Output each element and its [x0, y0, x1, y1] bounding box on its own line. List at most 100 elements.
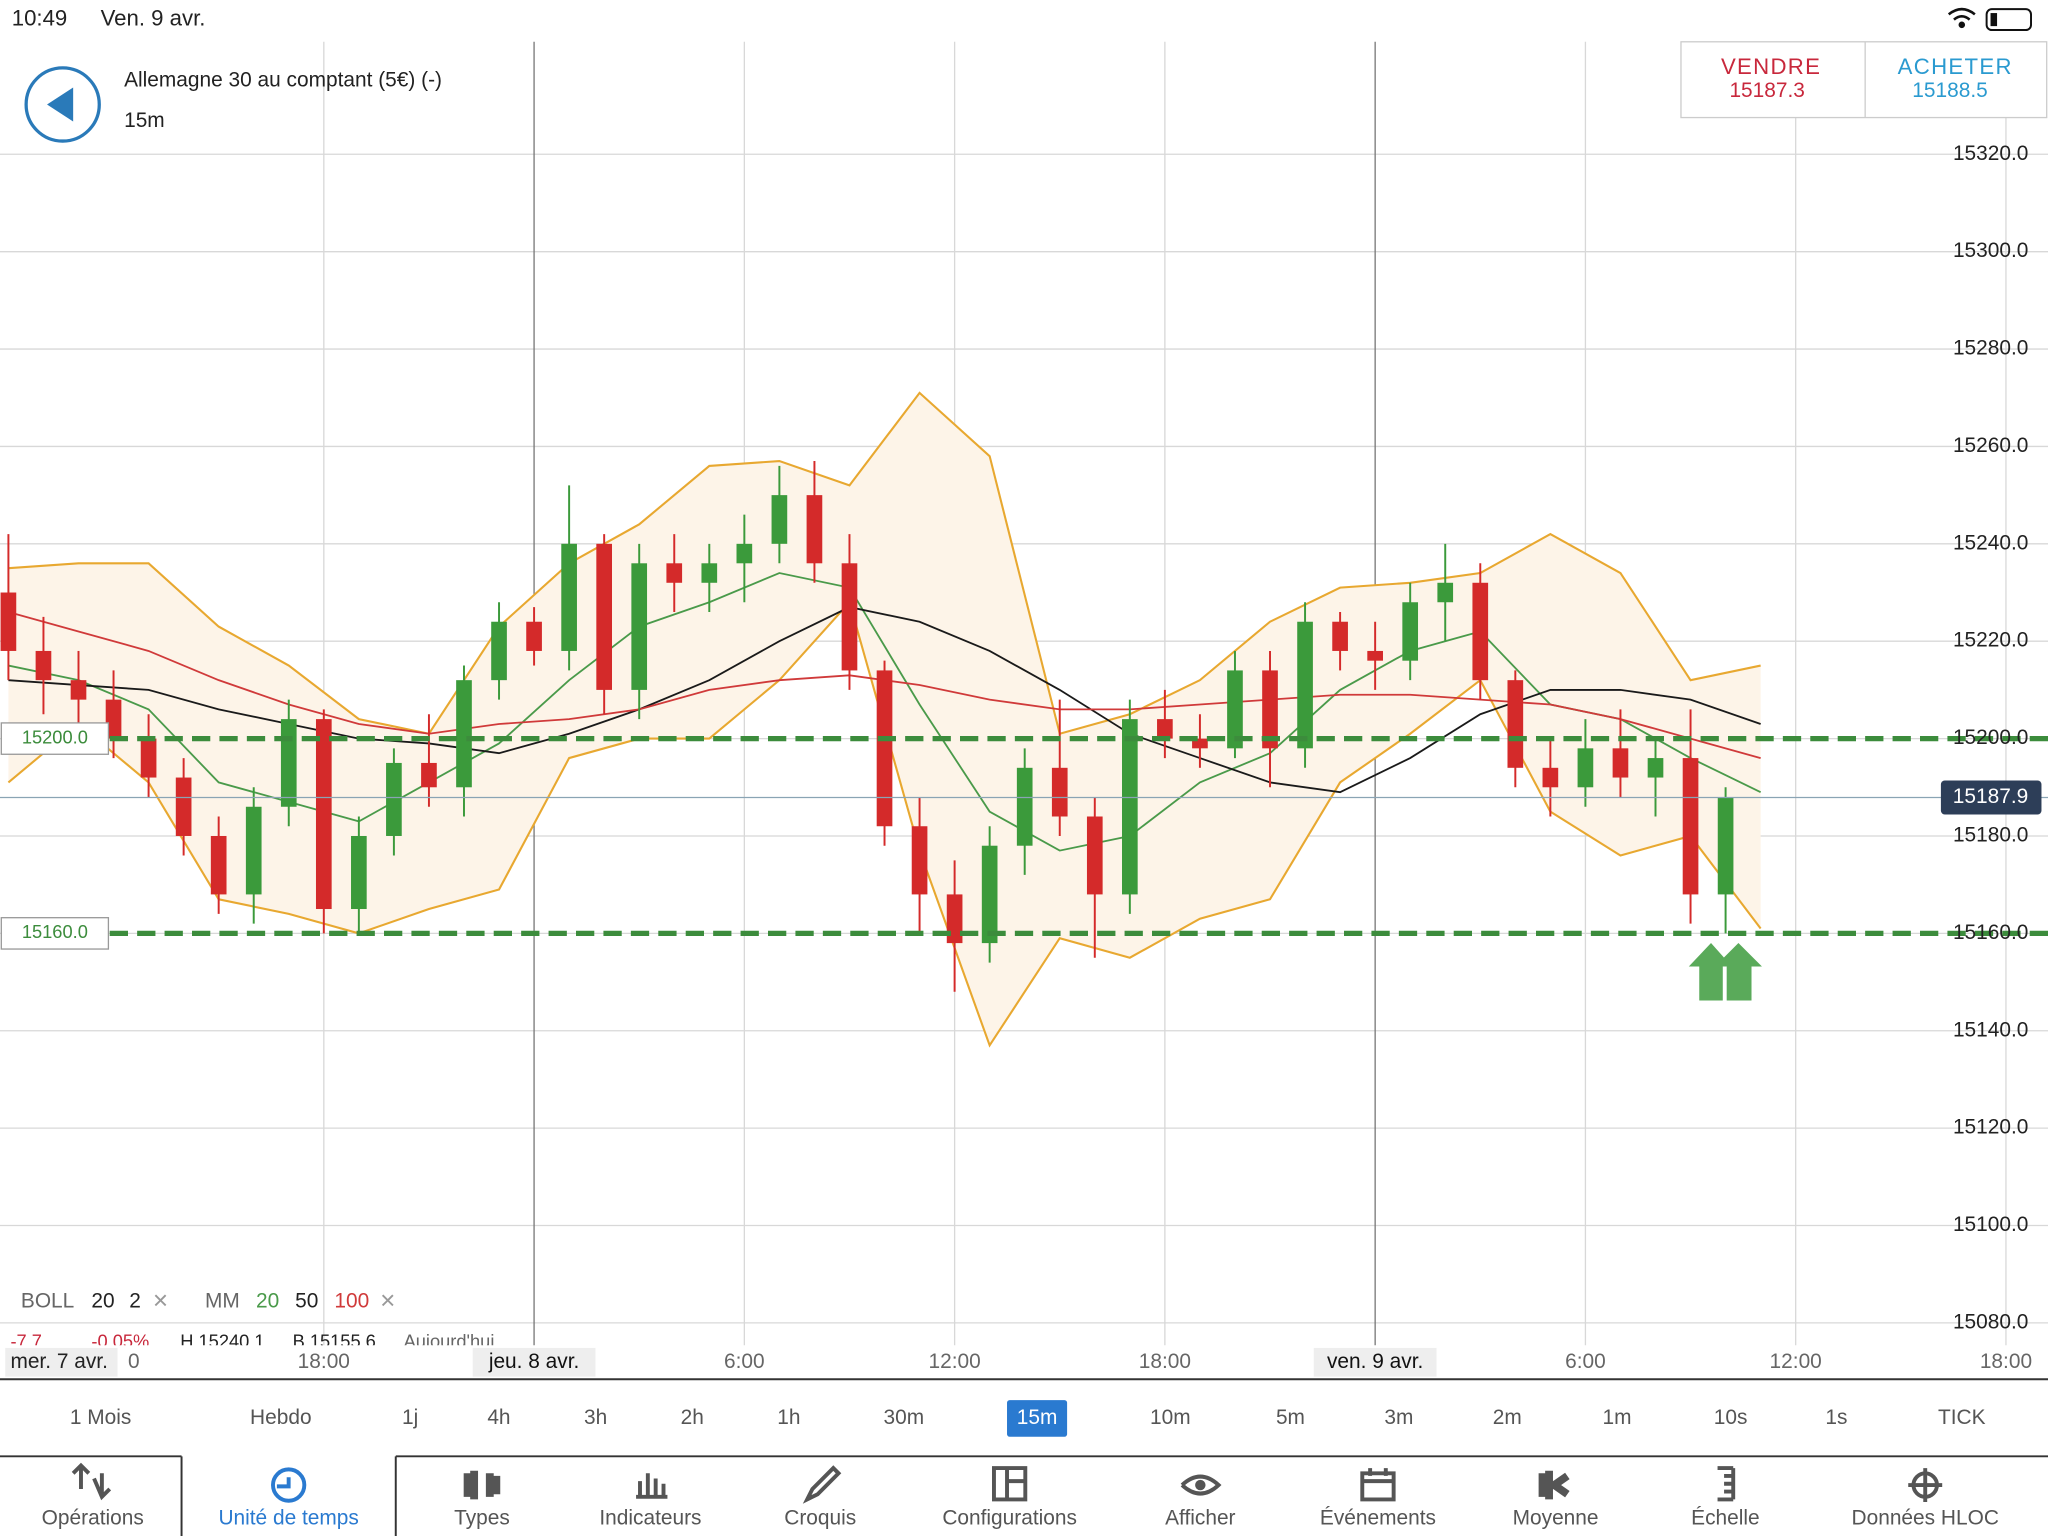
tab-label[interactable]: Croquis — [784, 1507, 856, 1530]
status-icons — [1947, 7, 2032, 32]
candle-body — [175, 777, 192, 836]
timeframe-option[interactable]: 10s — [1714, 1406, 1748, 1429]
indicator-legend: BOLL 20 2 × MM 20 50 100 × — [21, 1285, 395, 1315]
level-tag — [0, 917, 110, 950]
chart: 15200.0 15160.0 15080.0 15100.0 15120.0 15140… — [0, 41, 2048, 1346]
tab-label[interactable]: Configurations — [942, 1507, 1077, 1530]
y-tick-label: 15160.0 — [1953, 921, 2028, 944]
y-tick-label: 15280.0 — [1953, 337, 2028, 360]
candle-body — [1086, 816, 1103, 895]
timeframe-selected[interactable] — [1007, 1400, 1068, 1437]
level-tag — [0, 722, 110, 755]
timeframe-option[interactable]: 1j — [402, 1406, 418, 1429]
x-axis: 18:00 jeu. 8 avr. 6:00 12:00 18:00 ven. 9 avr… — [298, 1347, 2032, 1377]
stat-high: H 15240.1 — [180, 1331, 264, 1352]
moving-average — [8, 572, 1762, 852]
candle-body — [280, 719, 297, 807]
legend-mm-100: 100 — [334, 1290, 369, 1313]
tab-icon — [1195, 1479, 1206, 1491]
x-tick-label: 12:00 — [1770, 1350, 1822, 1373]
buy-price[interactable]: 15188.5 — [1912, 79, 1987, 102]
x-tick-label: 6:00 — [1565, 1350, 1606, 1373]
sell-label[interactable]: VENDRE — [1721, 54, 1821, 79]
level-label: 15160.0 — [22, 921, 88, 942]
trade-box — [1680, 41, 2048, 119]
legend-remove[interactable]: × — [153, 1285, 168, 1315]
tab-icon — [1717, 1466, 1736, 1502]
timeframe-option[interactable]: 1m — [1602, 1406, 1631, 1429]
timeframe-option[interactable]: 1h — [777, 1406, 800, 1429]
timeframe-label: 15m — [124, 109, 165, 132]
annotation-arrows — [1688, 943, 1762, 1001]
stats-row: -7.7 -0.05% H 15240.1 B 15155.6 Aujourd'… — [10, 1331, 494, 1352]
timeframe-option[interactable]: 30m — [884, 1406, 925, 1429]
tab-label[interactable]: Échelle — [1691, 1507, 1759, 1530]
legend-remove[interactable]: × — [380, 1285, 395, 1315]
back-button[interactable] — [24, 66, 101, 143]
x-tick-label: 18:00 — [1139, 1350, 1191, 1373]
stat-low: B 15155.6 — [293, 1331, 376, 1352]
timeframe-option[interactable]: 2h — [681, 1406, 704, 1429]
timeframe-option[interactable]: 5m — [1276, 1406, 1305, 1429]
buy-label[interactable]: ACHETER — [1898, 54, 2013, 79]
tab-icon — [276, 1477, 291, 1489]
y-tick-label: 15300.0 — [1953, 239, 2028, 262]
candle-body — [1297, 621, 1313, 749]
timeframe-option[interactable]: 4h — [487, 1406, 510, 1429]
legend-boll-period: 20 — [91, 1290, 114, 1313]
timeframe-option[interactable]: 10m — [1150, 1406, 1191, 1429]
tab-bar: Opérations Unité de temps Types Indicateurs… — [42, 1462, 1999, 1530]
candle-body — [526, 621, 542, 651]
candle-body — [315, 719, 332, 910]
candle-body — [421, 762, 437, 788]
buy-button[interactable]: ACHETER 15188.5 — [1898, 54, 2013, 102]
sell-button[interactable]: VENDRE 15187.3 — [1721, 54, 1821, 102]
y-tick-label: 15240.0 — [1953, 531, 2028, 554]
last-price-label: 15187.9 — [1953, 785, 2028, 808]
timeframe-bar: 1 Mois Hebdo 1j 4h 3h 2h 1h 30m 15m 10m 5m 3m 2m 1m 10… — [70, 1400, 1986, 1437]
timeframe-option[interactable]: Hebdo — [250, 1406, 312, 1429]
tab-label[interactable]: Opérations — [42, 1507, 144, 1530]
tab-label[interactable]: Données HLOC — [1852, 1507, 1999, 1530]
tab-icon — [802, 1465, 842, 1504]
level-label: 15200.0 — [22, 726, 88, 747]
candle-body — [1332, 621, 1348, 651]
candle-body — [1367, 650, 1383, 661]
candle-body — [386, 762, 402, 836]
x-tick-label: 18:00 — [298, 1350, 350, 1373]
date-badge — [472, 1347, 596, 1377]
tab-label[interactable]: Types — [454, 1507, 510, 1530]
tab-icon — [636, 1473, 668, 1499]
tab-label[interactable]: Indicateurs — [599, 1507, 701, 1530]
stat-change: -7.7 — [10, 1331, 41, 1352]
candle-body — [35, 650, 52, 681]
timeframe-option[interactable]: TICK — [1938, 1406, 1986, 1429]
tab-label[interactable]: Afficher — [1165, 1507, 1235, 1530]
candle-body — [1157, 719, 1173, 739]
candle-body — [596, 543, 613, 690]
legend-boll: BOLL — [21, 1290, 74, 1313]
legend-mm: MM — [205, 1290, 240, 1313]
x-tick-label: jeu. 8 avr. — [488, 1350, 580, 1373]
date-badge — [5, 1347, 118, 1377]
candle-body — [561, 543, 577, 651]
timeframe-option[interactable]: 1s — [1825, 1406, 1847, 1429]
candle-body — [0, 592, 17, 651]
timeframe-option[interactable]: 1 Mois — [70, 1406, 131, 1429]
candle-body — [1612, 748, 1629, 778]
date-badge — [1313, 1347, 1437, 1377]
timeframe-option[interactable]: 15m — [1017, 1406, 1058, 1429]
timeframe-option[interactable]: 2m — [1493, 1406, 1522, 1429]
tab-label[interactable]: Événements — [1320, 1507, 1436, 1530]
candle-body — [981, 845, 998, 944]
timeframe-option[interactable]: 3m — [1384, 1406, 1413, 1429]
timeframe-option[interactable]: 3h — [584, 1406, 607, 1429]
tab-label[interactable]: Moyenne — [1513, 1507, 1599, 1530]
candle-body — [1542, 767, 1559, 788]
candle-body — [70, 680, 87, 700]
y-tick-label: 15260.0 — [1953, 434, 2028, 457]
tab-label[interactable]: Unité de temps — [218, 1507, 358, 1530]
candle-body — [911, 826, 928, 895]
y-tick-label: 15140.0 — [1953, 1018, 2028, 1041]
sell-price[interactable]: 15187.3 — [1729, 79, 1804, 102]
